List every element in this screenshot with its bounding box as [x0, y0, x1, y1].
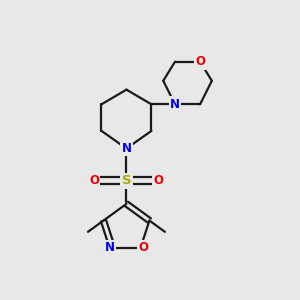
- Text: N: N: [122, 142, 131, 155]
- Text: S: S: [122, 174, 131, 188]
- Text: O: O: [154, 174, 164, 188]
- Text: N: N: [170, 98, 180, 111]
- Text: O: O: [138, 241, 148, 254]
- Text: O: O: [195, 55, 205, 68]
- Text: O: O: [89, 174, 99, 188]
- Text: N: N: [105, 241, 115, 254]
